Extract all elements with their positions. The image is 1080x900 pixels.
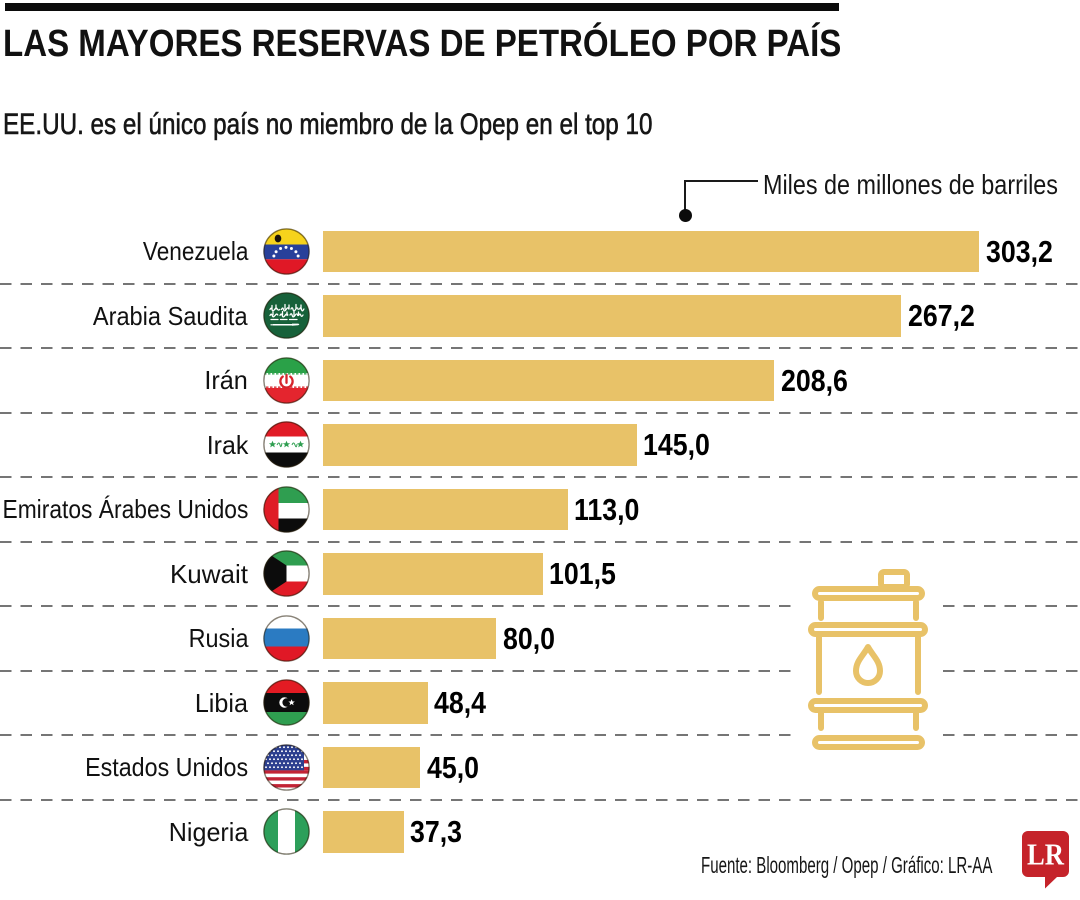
svg-text:LR: LR <box>1027 837 1065 872</box>
